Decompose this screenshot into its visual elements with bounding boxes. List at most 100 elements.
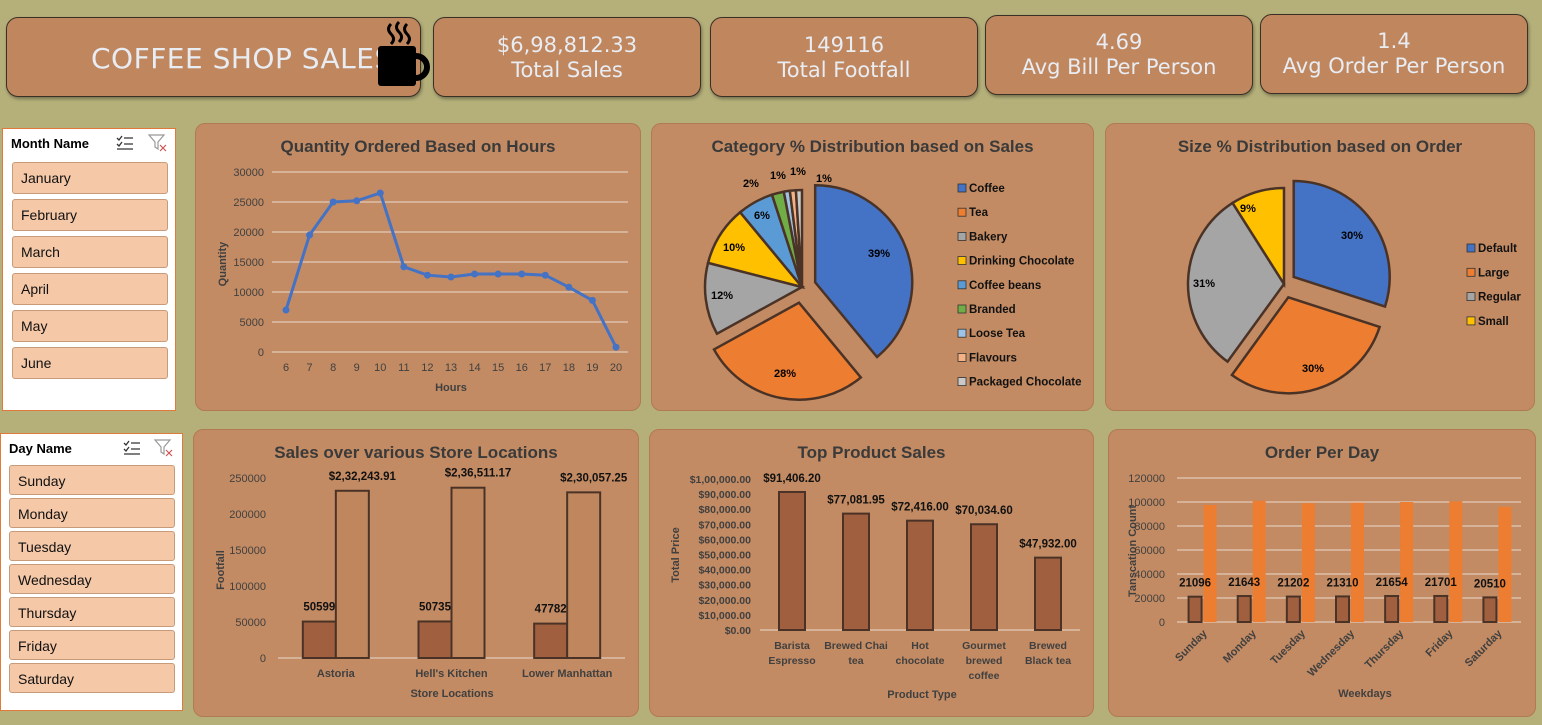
data-point	[518, 270, 526, 278]
legend-label: Packaged Chocolate	[969, 377, 1081, 389]
legend-label: Default	[1478, 243, 1517, 255]
data-point	[353, 197, 361, 205]
size-distribution-panel: Size % Distribution based on Order 30% 30…	[1105, 123, 1535, 411]
slice-label: 30%	[1302, 363, 1324, 375]
month-button-february[interactable]: February	[12, 199, 168, 231]
data-label: 21643	[1228, 577, 1260, 589]
x-tick-label: Astoria	[317, 668, 356, 680]
data-label: 20510	[1474, 578, 1506, 590]
data-label: 21202	[1277, 578, 1309, 590]
bar	[1384, 595, 1400, 623]
data-point	[306, 231, 314, 239]
dashboard-title: COFFEE SHOP SALES	[91, 42, 393, 75]
x-tick-label: 11	[398, 362, 409, 374]
data-point	[541, 271, 549, 279]
data-label: $2,30,057.25	[560, 472, 628, 484]
clear-filter-icon[interactable]	[148, 134, 168, 152]
y-tick-label: 20000	[1134, 593, 1165, 605]
bar	[1433, 594, 1449, 624]
data-label: $77,081.95	[827, 495, 885, 507]
chart-title: Category % Distribution based on Sales	[711, 137, 1034, 156]
bar	[1236, 595, 1252, 623]
day-button-thursday[interactable]: Thursday	[9, 597, 175, 627]
pie-slice	[813, 184, 914, 359]
y-tick-label: 20000	[233, 227, 264, 239]
quantity-line	[284, 191, 618, 348]
multi-select-icon[interactable]	[116, 135, 134, 151]
data-label: 50599	[303, 602, 335, 614]
slice-label: 30%	[1341, 230, 1363, 242]
bar	[566, 491, 602, 659]
x-tick-label: Wednesday	[1306, 627, 1358, 679]
y-tick-label: $10,000.00	[698, 610, 751, 622]
y-tick-label: 50000	[235, 617, 266, 629]
x-tick-label: Brewed Black tea	[1025, 640, 1071, 667]
multi-select-icon[interactable]	[123, 440, 141, 456]
month-slicer: Month Name January February March April …	[2, 128, 176, 411]
legend-label: Tea	[969, 207, 989, 219]
data-label: $72,416.00	[891, 502, 949, 514]
data-point	[423, 271, 431, 279]
month-button-march[interactable]: March	[12, 236, 168, 268]
data-label: 21701	[1425, 577, 1458, 589]
bar	[1301, 503, 1315, 622]
legend-swatch	[957, 280, 967, 290]
chart-title: Top Product Sales	[797, 443, 946, 462]
y-tick-label: 60000	[1134, 545, 1165, 557]
day-button-friday[interactable]: Friday	[9, 630, 175, 660]
data-label: 50735	[419, 601, 452, 613]
legend-label: Loose Tea	[969, 328, 1026, 340]
x-tick-label: 17	[539, 362, 551, 374]
month-button-june[interactable]: June	[12, 347, 168, 379]
day-button-saturday[interactable]: Saturday	[9, 663, 175, 693]
x-tick-label: 6	[283, 362, 289, 374]
data-label: 47782	[535, 604, 567, 616]
x-tick-label: Tuesday	[1269, 627, 1309, 667]
bar	[1034, 556, 1062, 631]
legend-label: Bakery	[969, 231, 1008, 243]
legend-label: Flavours	[969, 352, 1017, 364]
legend-swatch	[1466, 316, 1476, 326]
data-point	[282, 306, 290, 314]
bar	[450, 486, 486, 659]
day-button-monday[interactable]: Monday	[9, 498, 175, 528]
slice-label: 1%	[770, 170, 786, 182]
x-tick-label: 16	[516, 362, 528, 374]
chart-title: Size % Distribution based on Order	[1177, 137, 1463, 156]
x-tick-label: Brewed Chai tea	[824, 640, 888, 667]
top-products-chart: $0.00 $10,000.00 $20,000.00 $30,000.00 $40,0…	[670, 473, 1080, 701]
x-tick-label: 10	[374, 362, 386, 374]
kpi-label: Total Sales	[511, 58, 623, 82]
bar	[1449, 501, 1463, 622]
day-button-wednesday[interactable]: Wednesday	[9, 564, 175, 594]
slicer-header: Day Name	[9, 441, 72, 456]
y-tick-label: 250000	[229, 473, 266, 485]
pie-slice	[794, 188, 804, 288]
y-tick-label: 0	[1159, 617, 1165, 629]
day-button-tuesday[interactable]: Tuesday	[9, 531, 175, 561]
bar	[1482, 596, 1498, 623]
slice-label: 2%	[743, 178, 759, 190]
data-point	[471, 270, 479, 278]
month-button-january[interactable]: January	[12, 162, 168, 194]
x-tick-label: Friday	[1424, 627, 1456, 659]
day-button-sunday[interactable]: Sunday	[9, 465, 175, 495]
x-tick-label: Monday	[1221, 627, 1259, 665]
y-tick-label: 100000	[1128, 497, 1165, 509]
legend-label: Drinking Chocolate	[969, 256, 1074, 268]
slice-label: 39%	[868, 248, 890, 260]
kpi-label: Avg Bill Per Person	[1021, 55, 1217, 79]
clear-filter-icon[interactable]	[154, 439, 174, 457]
size-pie-chart: 30% 30% 31% 9% Default Large Regular Small	[1186, 179, 1521, 395]
month-button-april[interactable]: April	[12, 273, 168, 305]
slice-label: 31%	[1193, 278, 1215, 290]
legend-label: Regular	[1478, 292, 1521, 304]
kpi-total-sales: $6,98,812.33 Total Sales	[433, 17, 701, 97]
x-axis-label: Store Locations	[410, 688, 493, 700]
data-point	[612, 343, 620, 351]
legend-swatch	[1466, 292, 1476, 302]
month-button-may[interactable]: May	[12, 310, 168, 342]
legend-swatch	[957, 352, 967, 362]
bar	[301, 620, 337, 660]
data-point	[376, 189, 384, 197]
